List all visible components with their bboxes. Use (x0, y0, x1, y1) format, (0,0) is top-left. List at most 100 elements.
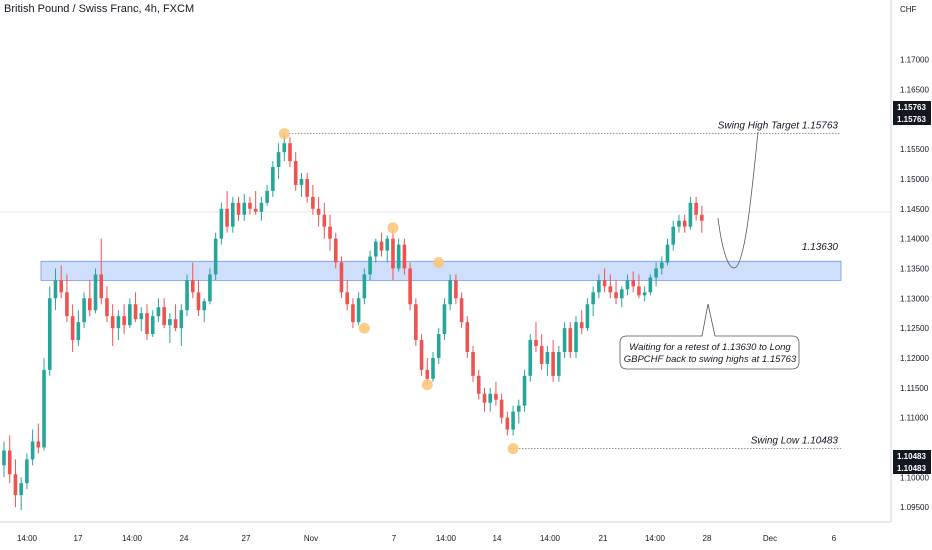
candle-body (36, 441, 41, 448)
candle-body (265, 190, 269, 203)
candle (534, 322, 538, 352)
price-tag-bg (893, 101, 931, 113)
candle-body (225, 208, 229, 227)
candle-body (2, 450, 6, 466)
candle-body (139, 313, 144, 320)
y-tick-label: 1.09500 (900, 503, 929, 512)
candle (442, 298, 447, 341)
candle (414, 298, 418, 347)
candle-body (122, 316, 126, 326)
candle (700, 205, 704, 233)
candle (591, 286, 595, 317)
candle-layer (2, 133, 704, 511)
candle-body (70, 316, 75, 341)
y-tick-label: 1.15500 (900, 145, 929, 154)
candle-body (511, 411, 515, 430)
candle-body (551, 351, 555, 376)
level-layer: Swing High Target 1.15763 Swing Low 1.104… (289, 120, 841, 449)
candle-body (442, 304, 447, 335)
candle (345, 280, 349, 311)
price-tag-label: 1.15763 (897, 115, 926, 124)
candle-body (534, 340, 538, 347)
candle-body (522, 375, 527, 406)
candle (431, 351, 435, 382)
candle-body (236, 202, 241, 215)
price-tag: 1.15763 (893, 101, 931, 113)
candle-body (299, 178, 304, 185)
y-tick-label: 1.11000 (900, 414, 929, 423)
candle (637, 274, 641, 299)
candle-body (185, 280, 189, 311)
candle-body (19, 483, 23, 496)
x-tick-label: 14 (493, 534, 502, 543)
candle (351, 298, 355, 329)
candle (505, 411, 510, 436)
candle-body (700, 214, 704, 221)
candle (539, 334, 544, 370)
candle (362, 268, 367, 305)
candle (648, 274, 653, 296)
candle (374, 238, 378, 263)
candle (488, 387, 492, 412)
candle-body (677, 220, 681, 227)
candle (396, 238, 401, 272)
currency-label: CHF (900, 5, 917, 14)
candle (208, 268, 212, 305)
candle-body (288, 143, 292, 162)
marker-layer (278, 128, 519, 455)
candle (322, 202, 327, 239)
candle-body (631, 280, 635, 287)
candle-body (591, 292, 595, 305)
candle-body (482, 393, 487, 403)
candle-body (276, 152, 281, 168)
candle-body (259, 202, 264, 212)
candle (654, 262, 658, 287)
candle-body (110, 316, 115, 329)
candle (568, 322, 573, 358)
candle (128, 298, 132, 329)
candle (402, 238, 407, 275)
x-tick-label: 14:00 (645, 534, 666, 543)
candle-body (402, 244, 407, 269)
candle (110, 304, 115, 347)
candle (688, 196, 693, 230)
candle (333, 232, 338, 269)
candle (316, 196, 321, 227)
candle (585, 298, 590, 332)
candle-body (436, 334, 441, 358)
candle (356, 292, 361, 326)
candle (133, 292, 138, 323)
candle-body (351, 304, 355, 323)
price-tag-bg (893, 462, 931, 474)
candle (116, 310, 121, 341)
price-tag-bg (893, 450, 931, 462)
candle (265, 184, 269, 206)
candle (660, 256, 664, 275)
price-tags: 1.15763 1.15763 1.10483 1.10483 (893, 101, 931, 474)
candle (162, 298, 166, 329)
candle-body (99, 274, 104, 299)
candle-body (597, 280, 601, 293)
candle-body (213, 238, 218, 275)
price-axis[interactable]: CHF (890, 0, 917, 522)
candle-body (53, 280, 58, 299)
swing-high-label: Swing High Target 1.15763 (718, 120, 839, 131)
candle-body (293, 161, 298, 185)
candle (59, 265, 63, 299)
candle (517, 399, 521, 424)
candle-body (333, 238, 338, 263)
candle (236, 196, 241, 221)
candle-body (608, 286, 613, 293)
candle (454, 274, 458, 305)
candle (42, 357, 46, 451)
candle-body (231, 202, 235, 227)
candle-body (494, 393, 498, 400)
candle-body (562, 328, 567, 352)
zone-label: 1.13630 (802, 242, 839, 253)
candle-body (316, 208, 321, 215)
candle (694, 196, 698, 221)
candle (253, 190, 258, 215)
candle-body (545, 351, 550, 364)
candle-body (311, 196, 315, 209)
